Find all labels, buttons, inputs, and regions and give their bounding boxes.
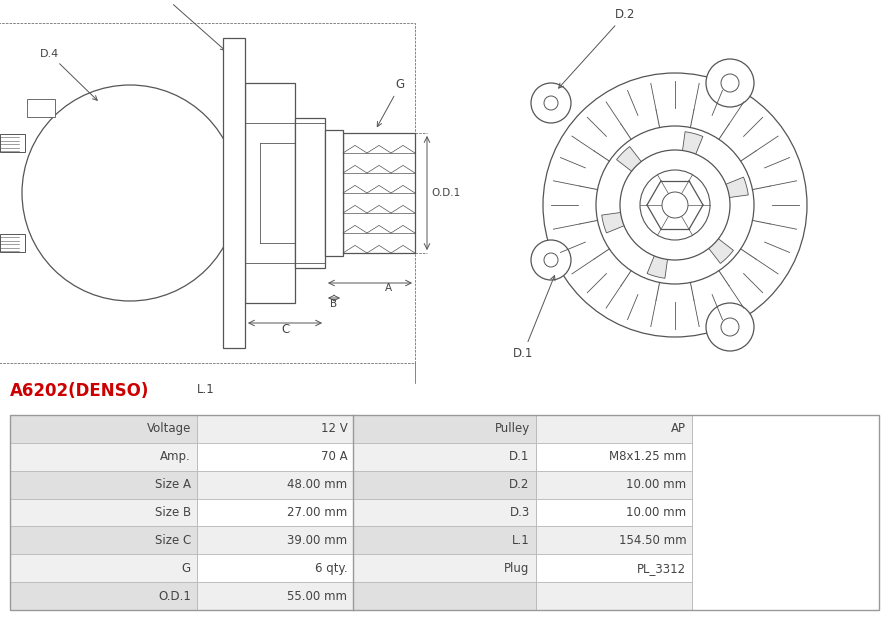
Circle shape: [721, 318, 739, 336]
Bar: [10, 582, 196, 610]
Bar: [353, 415, 536, 443]
Text: A: A: [384, 283, 391, 293]
Polygon shape: [602, 212, 629, 233]
Bar: [0, 134, 25, 152]
Circle shape: [543, 73, 807, 337]
Text: 55.00 mm: 55.00 mm: [287, 589, 348, 602]
Text: PL_3312: PL_3312: [637, 562, 686, 574]
Text: Size A: Size A: [155, 478, 191, 491]
Bar: [353, 471, 536, 498]
Bar: [325, 130, 343, 256]
Bar: [10, 415, 879, 610]
Bar: [0, 234, 25, 252]
Circle shape: [22, 85, 238, 301]
Text: AP: AP: [671, 422, 686, 435]
Bar: [536, 582, 693, 610]
Bar: [536, 554, 693, 582]
Bar: [536, 471, 693, 498]
Text: D.1: D.1: [509, 450, 530, 464]
Text: 154.50 mm: 154.50 mm: [619, 534, 686, 547]
Bar: [295, 118, 325, 268]
Text: M8x1.25 mm: M8x1.25 mm: [609, 450, 686, 464]
Text: 12 V: 12 V: [321, 422, 348, 435]
Circle shape: [531, 240, 571, 280]
Bar: [10, 554, 196, 582]
Polygon shape: [647, 250, 669, 278]
Bar: [10, 415, 196, 443]
Text: L.1: L.1: [197, 383, 215, 396]
Bar: [10, 526, 196, 554]
Circle shape: [706, 59, 754, 107]
Text: D.1: D.1: [513, 275, 555, 360]
Bar: [536, 443, 693, 471]
Text: Voltage: Voltage: [147, 422, 191, 435]
Circle shape: [640, 170, 710, 240]
Bar: [196, 526, 353, 554]
Bar: [353, 498, 536, 526]
Text: Plug: Plug: [504, 562, 530, 574]
Text: D.4: D.4: [40, 49, 97, 100]
Polygon shape: [617, 146, 645, 175]
Text: 10.00 mm: 10.00 mm: [626, 478, 686, 491]
Circle shape: [620, 150, 730, 260]
Text: 6 qty.: 6 qty.: [315, 562, 348, 574]
Bar: [353, 582, 536, 610]
Circle shape: [721, 74, 739, 92]
Text: D.2: D.2: [509, 478, 530, 491]
Bar: [353, 443, 536, 471]
Polygon shape: [720, 177, 749, 198]
Bar: [10, 498, 196, 526]
Bar: [196, 582, 353, 610]
Bar: [536, 498, 693, 526]
Polygon shape: [682, 131, 703, 159]
Bar: [196, 415, 353, 443]
Text: C: C: [281, 323, 289, 336]
Bar: [196, 471, 353, 498]
Text: 10.00 mm: 10.00 mm: [626, 506, 686, 519]
Bar: [536, 415, 693, 443]
Circle shape: [544, 96, 558, 110]
Text: D.2: D.2: [558, 8, 636, 88]
Bar: [343, 133, 415, 253]
Circle shape: [706, 303, 754, 351]
Polygon shape: [705, 235, 733, 264]
Text: 27.00 mm: 27.00 mm: [287, 506, 348, 519]
Bar: [27, 99, 55, 117]
Text: Size C: Size C: [155, 534, 191, 547]
Text: A6202(DENSO): A6202(DENSO): [10, 382, 149, 400]
Text: G: G: [181, 562, 191, 574]
Bar: [353, 554, 536, 582]
Bar: [10, 471, 196, 498]
Bar: [343, 133, 415, 253]
Text: Pulley: Pulley: [494, 422, 530, 435]
Text: G: G: [377, 78, 405, 126]
Text: 48.00 mm: 48.00 mm: [287, 478, 348, 491]
Text: 39.00 mm: 39.00 mm: [287, 534, 348, 547]
Bar: [196, 498, 353, 526]
Text: O.D.1: O.D.1: [431, 188, 461, 198]
Bar: [223, 38, 245, 348]
Bar: [196, 554, 353, 582]
Bar: [536, 526, 693, 554]
Text: 70 A: 70 A: [321, 450, 348, 464]
Bar: [196, 443, 353, 471]
Text: Amp.: Amp.: [160, 450, 191, 464]
Text: L.1: L.1: [512, 534, 530, 547]
Circle shape: [531, 83, 571, 123]
Bar: [245, 83, 295, 303]
Bar: [0, 23, 415, 363]
Text: B: B: [331, 299, 338, 309]
Circle shape: [544, 253, 558, 267]
Bar: [10, 443, 196, 471]
Text: Size B: Size B: [155, 506, 191, 519]
Text: D.3: D.3: [509, 506, 530, 519]
Circle shape: [662, 192, 688, 218]
Bar: [353, 526, 536, 554]
Text: O.D.1: O.D.1: [158, 589, 191, 602]
Text: D.3: D.3: [153, 0, 225, 50]
Circle shape: [596, 126, 754, 284]
